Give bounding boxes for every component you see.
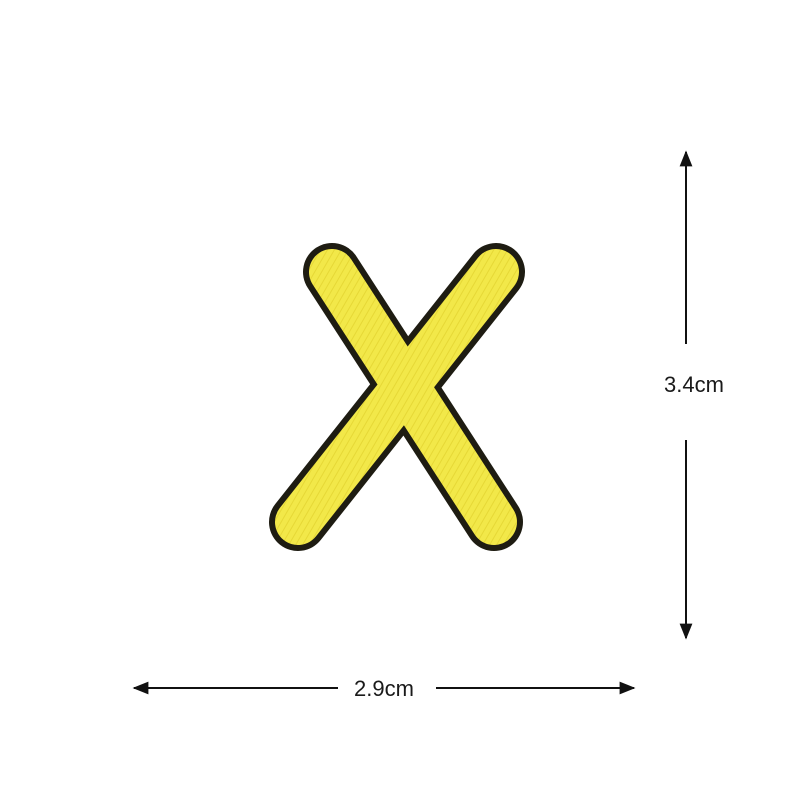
width-label: 2.9cm: [354, 676, 414, 701]
letter-x-patch: [269, 243, 525, 551]
patch-fill: [275, 249, 519, 545]
height-label: 3.4cm: [664, 372, 724, 397]
